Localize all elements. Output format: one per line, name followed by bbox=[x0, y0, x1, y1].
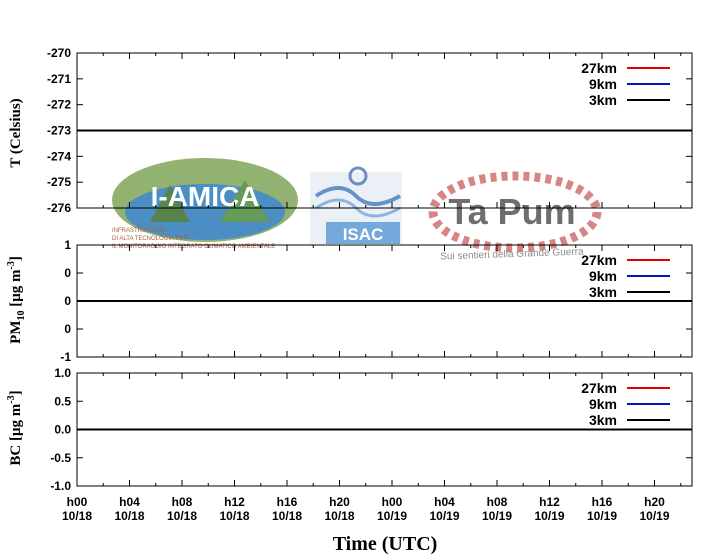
x-tick-label-hour: h00 bbox=[67, 495, 88, 509]
isac-logo-name: ISAC bbox=[343, 225, 384, 244]
pm10-y-tick-label: -1 bbox=[60, 350, 71, 364]
temperature-y-axis-title: T (Celsius) bbox=[8, 98, 24, 167]
pm10-legend-label: 27km bbox=[581, 252, 617, 268]
x-tick-label-hour: h16 bbox=[277, 495, 298, 509]
x-tick-label-date: 10/18 bbox=[219, 509, 249, 523]
x-tick-label-hour: h08 bbox=[172, 495, 193, 509]
x-tick-label-date: 10/19 bbox=[377, 509, 407, 523]
x-tick-label-date: 10/18 bbox=[114, 509, 144, 523]
x-tick-label-hour: h20 bbox=[644, 495, 665, 509]
x-tick-label-hour: h20 bbox=[329, 495, 350, 509]
isac-logo: ISAC bbox=[310, 166, 402, 244]
temperature-y-tick-label: -276 bbox=[47, 201, 71, 215]
x-tick-label-date: 10/19 bbox=[534, 509, 564, 523]
pm10-legend-label: 3km bbox=[589, 284, 617, 300]
iamica-logo-name: I-AMICA bbox=[151, 181, 260, 212]
temperature-y-tick-label: -273 bbox=[47, 124, 71, 138]
x-tick-label-hour: h16 bbox=[592, 495, 613, 509]
temperature-y-tick-label: -275 bbox=[47, 175, 71, 189]
tapum-logo: Ta Pum Sui sentieri della Grande Guerra bbox=[428, 171, 602, 263]
x-tick-label-hour: h08 bbox=[487, 495, 508, 509]
bc-y-axis-title: BC [μg m-3] bbox=[6, 390, 24, 465]
x-axis-tick-labels: h0010/18h0410/18h0810/18h1210/18h1610/18… bbox=[62, 495, 670, 523]
bc-y-tick-label: -0.5 bbox=[50, 451, 71, 465]
pm10-y-tick-label: 0 bbox=[64, 266, 71, 280]
x-axis-title: Time (UTC) bbox=[333, 533, 438, 554]
pm10-y-axis-title: PM10 [μg m-3] bbox=[6, 256, 27, 344]
bc-y-tick-label: 0.5 bbox=[54, 394, 71, 408]
iamica-logo-line-3: IL MONITORAGGIO INTEGRATO CLIMATICO AMBI… bbox=[112, 244, 275, 250]
x-tick-label-date: 10/18 bbox=[272, 509, 302, 523]
x-tick-label-hour: h12 bbox=[539, 495, 560, 509]
x-tick-label-date: 10/19 bbox=[482, 509, 512, 523]
x-tick-label-date: 10/18 bbox=[62, 509, 92, 523]
x-tick-label-hour: h04 bbox=[119, 495, 140, 509]
x-tick-label-date: 10/18 bbox=[324, 509, 354, 523]
bc-y-tick-label: 1.0 bbox=[54, 366, 71, 380]
temperature-y-tick-label: -274 bbox=[47, 149, 71, 163]
iamica-logo-line-1: INFRASTRUTTURA bbox=[112, 228, 166, 234]
temperature-y-tick-label: -272 bbox=[47, 98, 71, 112]
bc-y-tick-label: -1.0 bbox=[50, 479, 71, 493]
pm10-y-tick-label: 1 bbox=[64, 238, 71, 252]
iamica-logo-line-2: DI ALTA TECNOLOGIA PER bbox=[112, 236, 188, 242]
x-tick-label-date: 10/19 bbox=[429, 509, 459, 523]
bc-legend-label: 27km bbox=[581, 380, 617, 396]
x-tick-label-hour: h12 bbox=[224, 495, 245, 509]
temperature-legend-label: 27km bbox=[581, 60, 617, 76]
bc-legend-label: 9km bbox=[589, 396, 617, 412]
tapum-logo-name: Ta Pum bbox=[448, 191, 575, 232]
x-tick-label-date: 10/19 bbox=[639, 509, 669, 523]
bc-y-tick-label: 0.0 bbox=[54, 423, 71, 437]
pm10-y-tick-label: 0 bbox=[64, 294, 71, 308]
temperature-legend-label: 9km bbox=[589, 76, 617, 92]
pm10-y-tick-label: 0 bbox=[64, 322, 71, 336]
temperature-legend-label: 3km bbox=[589, 92, 617, 108]
x-tick-label-hour: h00 bbox=[382, 495, 403, 509]
x-tick-label-date: 10/19 bbox=[587, 509, 617, 523]
pm10-legend-label: 9km bbox=[589, 268, 617, 284]
temperature-y-tick-label: -270 bbox=[47, 46, 71, 60]
temperature-y-tick-label: -271 bbox=[47, 72, 71, 86]
x-tick-label-hour: h04 bbox=[434, 495, 455, 509]
x-tick-label-date: 10/18 bbox=[167, 509, 197, 523]
iamica-logo: I-AMICA INFRASTRUTTURA DI ALTA TECNOLOGI… bbox=[112, 158, 298, 250]
logo-watermarks: I-AMICA INFRASTRUTTURA DI ALTA TECNOLOGI… bbox=[112, 158, 602, 263]
bc-legend-label: 3km bbox=[589, 412, 617, 428]
tapum-logo-tagline: Sui sentieri della Grande Guerra bbox=[440, 246, 584, 262]
